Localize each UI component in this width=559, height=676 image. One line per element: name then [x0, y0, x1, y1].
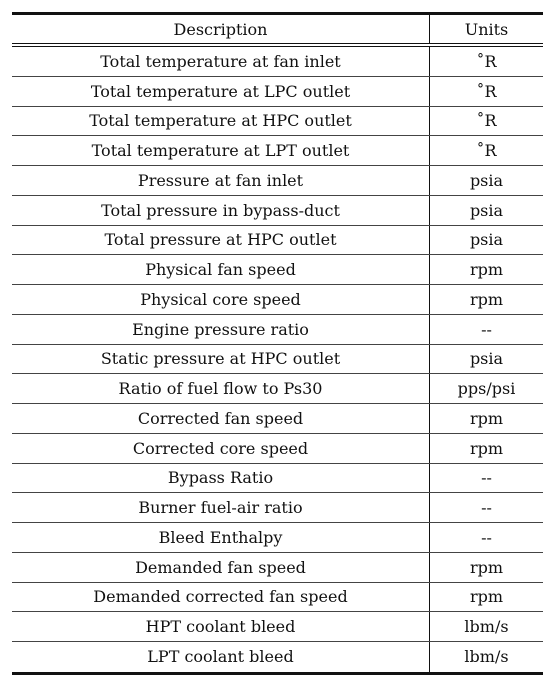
- header-units: Units: [464, 19, 509, 39]
- row-description: Physical core speed: [12, 285, 430, 314]
- row-description: Total temperature at LPC outlet: [12, 76, 430, 106]
- table-row: Corrected fan speed rpm: [12, 404, 543, 434]
- row-units: rpm: [469, 557, 504, 577]
- row-description: Corrected core speed: [12, 433, 430, 463]
- row-units: lbm/s: [464, 617, 509, 637]
- table-row: Physical fan speed rpm: [12, 255, 543, 285]
- table-row: Corrected core speed rpm: [12, 433, 543, 464]
- header-description: Description: [12, 15, 430, 43]
- table-row: Bleed Enthalpy --: [12, 523, 543, 553]
- row-description: Total pressure in bypass-duct: [12, 195, 430, 225]
- row-units: --: [481, 527, 492, 547]
- row-units: ˚R: [476, 111, 497, 131]
- table-row: Physical core speed rpm: [12, 285, 543, 315]
- row-units: rpm: [469, 260, 504, 280]
- row-description: Total temperature at fan inlet: [12, 47, 430, 76]
- row-description: Demanded fan speed: [12, 552, 430, 582]
- table-row: Demanded corrected fan speed rpm: [12, 582, 543, 613]
- table-row: Static pressure at HPC outlet psia: [12, 344, 543, 375]
- row-description: Total temperature at LPT outlet: [12, 136, 430, 165]
- row-units: rpm: [469, 587, 504, 607]
- table-row: Total temperature at LPT outlet ˚R: [12, 136, 543, 166]
- row-description: Total pressure at HPC outlet: [12, 225, 430, 255]
- row-units: rpm: [469, 289, 504, 309]
- table-row: Total temperature at fan inlet ˚R: [12, 47, 543, 77]
- row-description: Burner fuel-air ratio: [12, 493, 430, 522]
- table-body: Total temperature at fan inlet ˚R Total te…: [12, 47, 543, 672]
- row-description: Corrected fan speed: [12, 404, 430, 433]
- row-units: psia: [469, 349, 504, 369]
- row-units: rpm: [469, 438, 504, 458]
- row-units: rpm: [469, 408, 504, 428]
- row-description: LPT coolant bleed: [12, 642, 430, 672]
- table-row: Demanded fan speed rpm: [12, 552, 543, 583]
- row-units: ˚R: [476, 51, 497, 71]
- row-units: pps/psi: [457, 379, 516, 399]
- table-row: HPT coolant bleed lbm/s: [12, 612, 543, 642]
- row-units: psia: [469, 200, 504, 220]
- row-description: Ratio of fuel flow to Ps30: [12, 374, 430, 403]
- row-description: Bleed Enthalpy: [12, 523, 430, 552]
- table-row: LPT coolant bleed lbm/s: [12, 642, 543, 672]
- table-row: Burner fuel-air ratio --: [12, 493, 543, 523]
- table-row: Total temperature at HPC outlet ˚R: [12, 106, 543, 137]
- table-top-rule: [12, 12, 543, 15]
- table-row: Ratio of fuel flow to Ps30 pps/psi: [12, 374, 543, 404]
- table-header-row: Description Units: [12, 15, 543, 44]
- row-description: Total temperature at HPC outlet: [12, 106, 430, 136]
- row-description: Bypass Ratio: [12, 463, 430, 493]
- row-units: --: [481, 498, 492, 518]
- row-description: Static pressure at HPC outlet: [12, 344, 430, 374]
- table-row: Total pressure in bypass-duct psia: [12, 195, 543, 226]
- row-description: HPT coolant bleed: [12, 612, 430, 641]
- row-description: Demanded corrected fan speed: [12, 582, 430, 612]
- table-bottom-rule: [12, 671, 543, 675]
- row-description: Engine pressure ratio: [12, 314, 430, 344]
- row-units: psia: [469, 170, 504, 190]
- table-row: Total temperature at LPC outlet ˚R: [12, 76, 543, 107]
- table-row: Bypass Ratio --: [12, 463, 543, 494]
- row-units: --: [481, 468, 492, 488]
- table-row: Engine pressure ratio --: [12, 314, 543, 345]
- row-units: ˚R: [476, 81, 497, 101]
- row-units: lbm/s: [464, 647, 509, 667]
- table-row: Pressure at fan inlet psia: [12, 166, 543, 196]
- row-units: --: [481, 319, 492, 339]
- row-description: Pressure at fan inlet: [12, 166, 430, 195]
- row-units: ˚R: [476, 141, 497, 161]
- sensor-table: Description Units Total temperature at f…: [12, 12, 543, 675]
- header-double-rule: [12, 46, 543, 47]
- row-units: psia: [469, 230, 504, 250]
- table-row: Total pressure at HPC outlet psia: [12, 225, 543, 256]
- row-description: Physical fan speed: [12, 255, 430, 284]
